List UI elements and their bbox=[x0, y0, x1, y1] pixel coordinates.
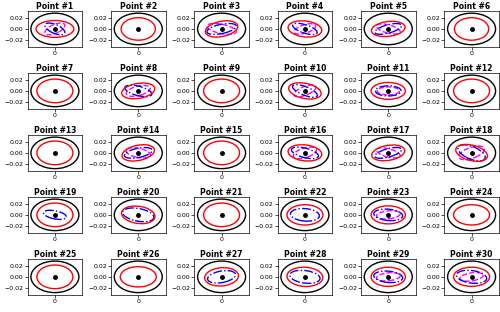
Title: Point #6: Point #6 bbox=[453, 2, 490, 11]
Title: Point #18: Point #18 bbox=[450, 126, 493, 135]
Title: Point #15: Point #15 bbox=[200, 126, 242, 135]
Title: Point #8: Point #8 bbox=[120, 64, 157, 73]
Title: Point #30: Point #30 bbox=[450, 250, 493, 259]
Title: Point #10: Point #10 bbox=[284, 64, 326, 73]
Title: Point #9: Point #9 bbox=[203, 64, 240, 73]
Title: Point #27: Point #27 bbox=[200, 250, 243, 259]
Title: Point #19: Point #19 bbox=[34, 188, 76, 197]
Title: Point #12: Point #12 bbox=[450, 64, 493, 73]
Title: Point #25: Point #25 bbox=[34, 250, 76, 259]
Title: Point #24: Point #24 bbox=[450, 188, 493, 197]
Title: Point #5: Point #5 bbox=[370, 2, 407, 11]
Title: Point #11: Point #11 bbox=[367, 64, 410, 73]
Title: Point #21: Point #21 bbox=[200, 188, 243, 197]
Title: Point #13: Point #13 bbox=[34, 126, 76, 135]
Title: Point #3: Point #3 bbox=[203, 2, 240, 11]
Title: Point #22: Point #22 bbox=[284, 188, 326, 197]
Title: Point #20: Point #20 bbox=[117, 188, 160, 197]
Title: Point #7: Point #7 bbox=[36, 64, 74, 73]
Title: Point #23: Point #23 bbox=[367, 188, 410, 197]
Title: Point #17: Point #17 bbox=[367, 126, 410, 135]
Title: Point #2: Point #2 bbox=[120, 2, 157, 11]
Title: Point #4: Point #4 bbox=[286, 2, 324, 11]
Title: Point #29: Point #29 bbox=[367, 250, 410, 259]
Title: Point #16: Point #16 bbox=[284, 126, 326, 135]
Title: Point #26: Point #26 bbox=[117, 250, 160, 259]
Title: Point #28: Point #28 bbox=[284, 250, 326, 259]
Title: Point #14: Point #14 bbox=[117, 126, 160, 135]
Title: Point #1: Point #1 bbox=[36, 2, 74, 11]
